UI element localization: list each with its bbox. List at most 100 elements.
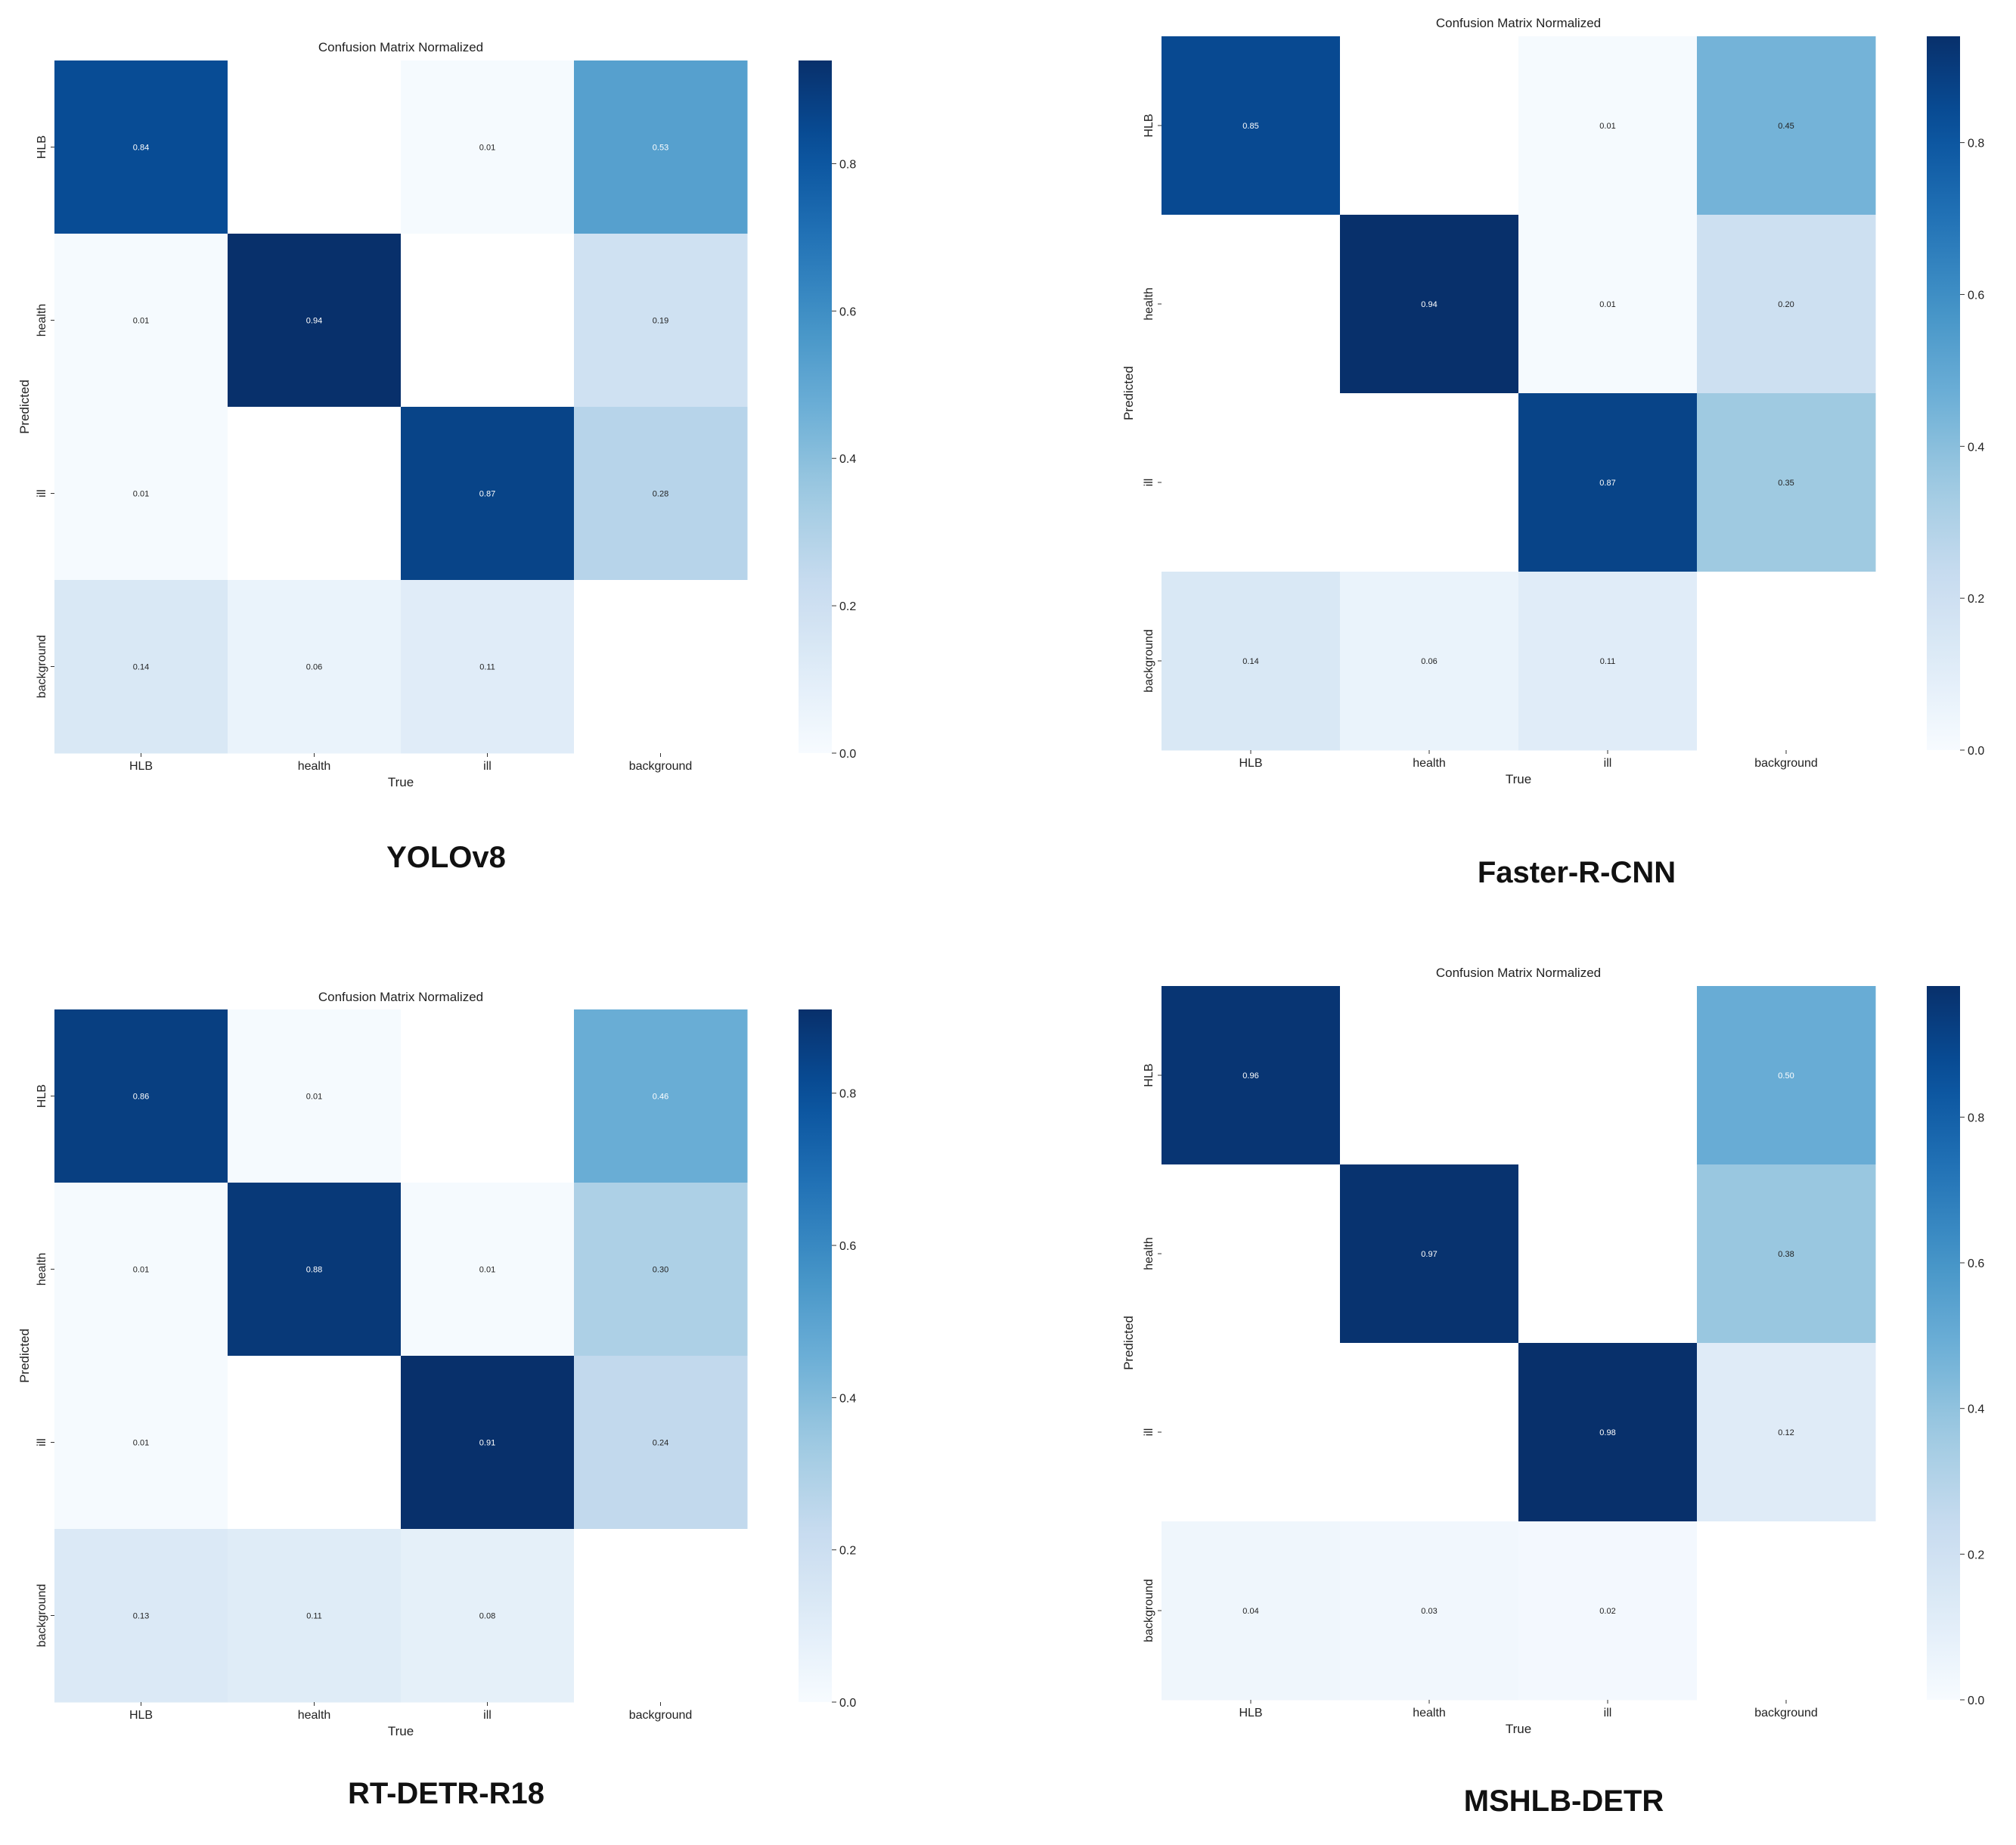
heatmap-cell <box>1697 1343 1876 1522</box>
cell-value-label: 0.20 <box>1778 300 1794 309</box>
cell-value-label: 0.08 <box>479 1612 495 1621</box>
heatmap-cell <box>1162 572 1341 751</box>
y-tick-label: ill <box>1143 479 1155 487</box>
colorbar-tick-label: 0.4 <box>1968 441 1984 454</box>
heatmap-cell <box>1518 215 1698 394</box>
cell-value-label: 0.11 <box>1600 657 1616 666</box>
colorbar-tick-label: 0.2 <box>839 1545 856 1558</box>
heatmap-cell <box>1697 1164 1876 1344</box>
x-tick-label: background <box>1754 757 1818 770</box>
x-tick-label: ill <box>483 1709 492 1722</box>
cell-value-label: 0.14 <box>1242 657 1258 666</box>
cell-value-label: 0.12 <box>1778 1428 1794 1437</box>
cell-value-label: 0.14 <box>133 663 149 672</box>
heatmap-cell <box>401 60 575 234</box>
cell-value-label: 0.11 <box>479 663 495 672</box>
cell-value-label: 0.03 <box>1421 1607 1437 1616</box>
y-tick-label: health <box>36 304 48 337</box>
x-tick-label: ill <box>1604 1707 1612 1719</box>
cell-value-label: 0.35 <box>1778 479 1794 488</box>
colorbar <box>799 60 832 753</box>
heatmap-cell <box>1697 393 1876 572</box>
y-tick-label: health <box>1143 1237 1155 1270</box>
heatmap-panel-3: Confusion Matrix Normalized 0.96 0.50 0.97 0… <box>1121 966 1984 1736</box>
cell-value-label: 0.97 <box>1421 1250 1437 1259</box>
x-tick-label: background <box>629 760 693 773</box>
x-tick-label: health <box>298 760 331 773</box>
heatmap-cell <box>54 60 228 234</box>
heatmap-cell <box>1340 572 1519 751</box>
heatmap-cell <box>1340 986 1519 1165</box>
cell-value-label: 0.91 <box>479 1439 495 1448</box>
colorbar-tick-label: 0.4 <box>1968 1403 1984 1416</box>
heatmap-cell <box>54 1529 228 1703</box>
heatmap-cell <box>1162 215 1341 394</box>
cell-value-label: 0.88 <box>306 1266 322 1275</box>
y-tick-label: ill <box>36 1438 48 1447</box>
x-tick-label: ill <box>1604 757 1612 770</box>
colorbar <box>1927 986 1960 1700</box>
cell-value-label: 0.01 <box>133 317 149 326</box>
heatmap-cell <box>54 234 228 408</box>
x-tick-label: health <box>298 1709 331 1722</box>
cell-value-label: 0.46 <box>653 1093 668 1102</box>
heatmap-cell <box>54 407 228 581</box>
heatmap-cell <box>401 1529 575 1703</box>
cell-value-label: 0.53 <box>653 144 668 153</box>
heatmap-cell <box>1518 1521 1698 1701</box>
cell-value-label: 0.50 <box>1778 1071 1794 1081</box>
cell-value-label: 0.01 <box>133 490 149 499</box>
caption-yolov8: YOLOv8 <box>386 841 506 874</box>
x-tick-label: background <box>1754 1707 1818 1719</box>
cell-value-label: 0.01 <box>479 1266 495 1275</box>
colorbar-tick-label: 0.8 <box>1968 1112 1984 1124</box>
cell-value-label: 0.45 <box>1778 122 1794 131</box>
y-tick-label: ill <box>1143 1428 1155 1437</box>
cell-value-label: 0.06 <box>306 663 322 672</box>
colorbar-tick-label: 0.0 <box>839 1697 856 1710</box>
heatmap-cell <box>1162 1164 1341 1344</box>
colorbar-tick-label: 0.0 <box>1968 1695 1984 1707</box>
y-tick-label: background <box>1143 1579 1155 1642</box>
colorbar-tick-label: 0.4 <box>839 1392 856 1405</box>
x-tick-label: health <box>1413 757 1446 770</box>
heatmap-cell <box>1340 1521 1519 1701</box>
cell-value-label: 0.02 <box>1599 1607 1615 1616</box>
y-tick-label: HLB <box>36 135 48 159</box>
cell-value-label: 0.86 <box>133 1093 149 1102</box>
x-tick-label: HLB <box>1239 757 1262 770</box>
cell-value-label: 0.98 <box>1599 1428 1615 1437</box>
y-tick-label: HLB <box>1143 1063 1155 1087</box>
heatmap-cell <box>1340 215 1519 394</box>
heatmap-cell <box>401 234 575 408</box>
colorbar-tick-label: 0.0 <box>1968 745 1984 758</box>
heatmap-cell <box>1340 1343 1519 1522</box>
cell-value-label: 0.01 <box>133 1266 149 1275</box>
colorbar-tick-label: 0.6 <box>839 305 856 318</box>
heatmap-cell <box>1162 1343 1341 1522</box>
x-tick-label: background <box>629 1709 693 1722</box>
cell-value-label: 0.19 <box>653 317 668 326</box>
heatmap-cell <box>1518 36 1698 216</box>
heatmap-panel-1: Confusion Matrix Normalized 0.85 0.01 0.45 0… <box>1121 16 1984 786</box>
colorbar-tick-label: 0.0 <box>839 748 856 761</box>
heatmap-cell <box>1340 1164 1519 1344</box>
x-tick-label: HLB <box>129 1709 153 1722</box>
heatmap-cell <box>401 1009 575 1183</box>
cell-value-label: 0.84 <box>133 144 149 153</box>
heatmap-cell <box>574 1529 748 1703</box>
heatmap-cell <box>1518 393 1698 572</box>
cell-value-label: 0.94 <box>306 317 322 326</box>
x-tick-label: ill <box>483 760 492 773</box>
x-tick-label: health <box>1413 1707 1446 1719</box>
heatmap-cell <box>1697 1521 1876 1701</box>
heatmap-cell <box>228 60 402 234</box>
heatmap-cell <box>1340 393 1519 572</box>
heatmap-cell <box>228 234 402 408</box>
y-tick-label: HLB <box>36 1084 48 1108</box>
heatmap-cell <box>1697 572 1876 751</box>
cell-value-label: 0.01 <box>306 1093 322 1102</box>
heatmap-cell <box>1162 36 1341 216</box>
cell-value-label: 0.28 <box>653 490 668 499</box>
heatmap-panel-0: Confusion Matrix Normalized 0.84 0.01 0.53 0… <box>17 40 856 789</box>
